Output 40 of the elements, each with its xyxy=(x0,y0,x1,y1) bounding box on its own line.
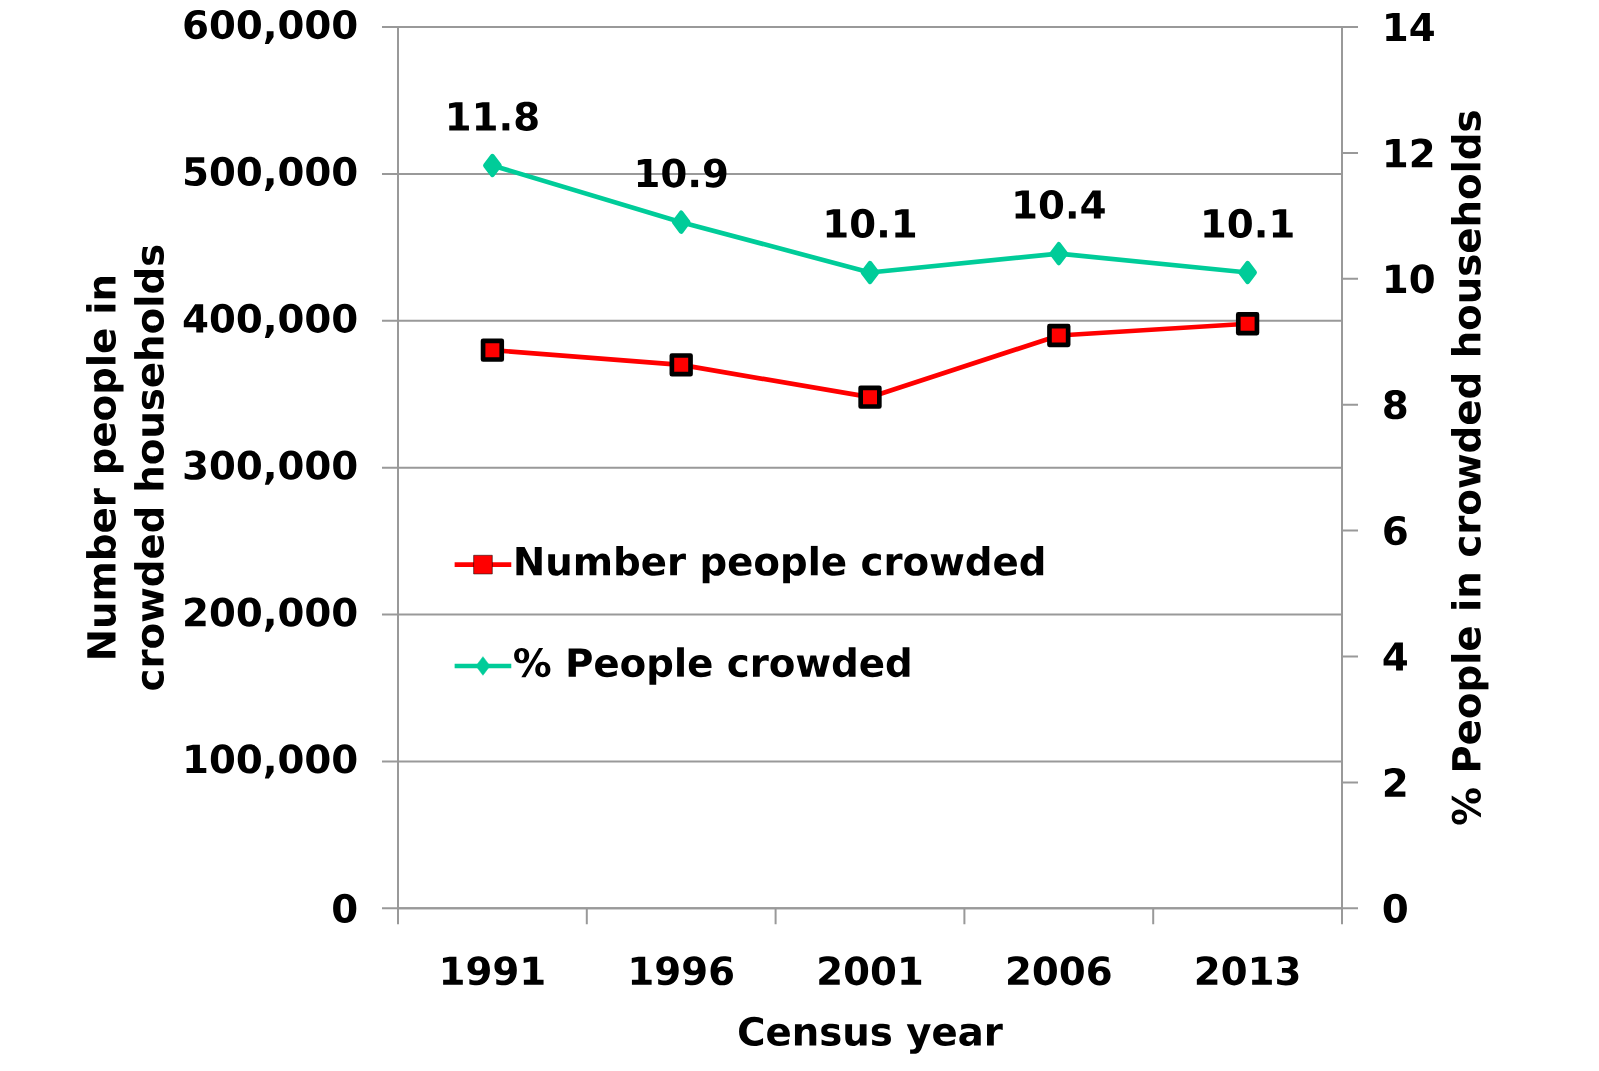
y-tick-label: 600,000 xyxy=(184,9,357,45)
x-axis-title: Census year xyxy=(739,1016,1003,1054)
legend-label: % People crowded xyxy=(514,647,910,685)
x-tick-label: 2006 xyxy=(1008,956,1111,986)
data-label: 10.9 xyxy=(637,158,727,188)
point xyxy=(858,385,882,409)
y2-tick-label: 12 xyxy=(1386,138,1433,168)
point xyxy=(480,338,505,362)
point xyxy=(1049,241,1069,266)
y-axis-title: Number people in crowded households xyxy=(86,245,165,690)
point xyxy=(671,210,691,234)
y-tick-label: 300,000 xyxy=(184,450,357,485)
y2-tick-label: 6 xyxy=(1384,516,1407,546)
legend-label: Number people crowded xyxy=(516,545,1044,584)
point xyxy=(483,153,502,178)
data-label: 10.1 xyxy=(826,208,916,239)
data-label: 10.1 xyxy=(1204,208,1293,239)
point xyxy=(1047,323,1071,348)
point xyxy=(1235,312,1260,336)
data-label: 11.8 xyxy=(449,101,538,131)
y2-tick-label: 10 xyxy=(1386,264,1434,294)
y2-tick-label: 14 xyxy=(1386,12,1434,42)
y2-tick-label: 4 xyxy=(1383,642,1407,671)
x-tick-label: 1991 xyxy=(442,956,544,986)
point xyxy=(1238,260,1257,285)
x-tick-label: 1996 xyxy=(631,956,733,986)
point xyxy=(860,260,880,285)
y-tick-label: 400,000 xyxy=(183,303,357,338)
y2-axis-title: % People in crowded households xyxy=(1451,111,1489,825)
x-tick-label: 2013 xyxy=(1196,956,1299,986)
data-label: 10.4 xyxy=(1015,189,1105,220)
y-tick-label: 0 xyxy=(333,893,357,923)
y2-tick-label: 0 xyxy=(1383,893,1407,923)
point xyxy=(669,353,693,377)
y2-tick-label: 2 xyxy=(1384,768,1406,797)
y2-tick-label: 8 xyxy=(1384,390,1407,420)
y-tick-label: 100,000 xyxy=(186,744,357,779)
y-tick-label: 500,000 xyxy=(185,156,357,191)
x-tick-label: 2001 xyxy=(819,956,922,986)
y-tick-label: 200,000 xyxy=(185,597,357,632)
